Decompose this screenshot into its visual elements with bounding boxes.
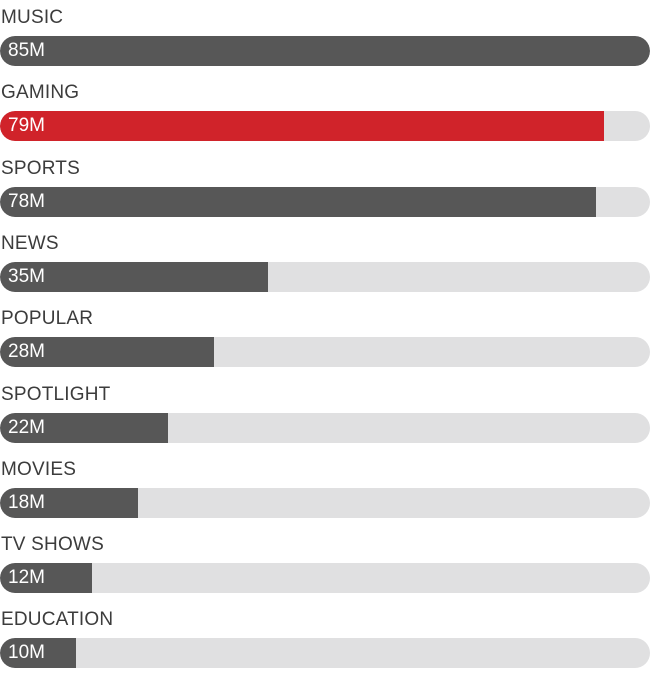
bar-row: TV SHOWS 12M: [0, 533, 651, 599]
value-label: 35M: [8, 265, 45, 287]
bar-row: SPORTS 78M: [0, 157, 651, 223]
bar-fill: 18M: [0, 487, 138, 518]
bar-track: 22M: [0, 412, 650, 443]
bar-track: 35M: [0, 261, 650, 292]
bar-row: MOVIES 18M: [0, 458, 651, 524]
bar-row: POPULAR 28M: [0, 307, 651, 373]
bar-track: 18M: [0, 487, 650, 518]
bar-fill: 85M: [0, 36, 650, 66]
category-label: NEWS: [1, 232, 59, 254]
bar-track: 78M: [0, 186, 650, 217]
bar-row: SPOTLIGHT 22M: [0, 383, 651, 449]
category-label: GAMING: [1, 82, 80, 104]
bar-fill: 12M: [0, 563, 92, 594]
bar-fill: 22M: [0, 412, 168, 443]
bar-row: EDUCATION 10M: [0, 608, 651, 674]
value-label: 10M: [8, 642, 45, 664]
category-label: SPORTS: [1, 157, 80, 179]
category-label: POPULAR: [1, 308, 94, 330]
bar-row: MUSIC 85M: [0, 6, 651, 72]
bar-fill: 78M: [0, 186, 596, 217]
value-label: 12M: [8, 567, 45, 589]
value-label: 78M: [8, 190, 45, 212]
value-label: 18M: [8, 491, 45, 513]
bar-track: 10M: [0, 638, 650, 669]
value-label: 85M: [8, 40, 45, 61]
category-label: MUSIC: [1, 7, 64, 28]
value-label: 22M: [8, 416, 45, 438]
value-label: 79M: [8, 115, 45, 137]
bar-row: GAMING 79M: [0, 81, 651, 147]
category-label: TV SHOWS: [1, 534, 104, 556]
bar-row: NEWS 35M: [0, 232, 651, 298]
bar-fill: 28M: [0, 337, 214, 368]
bar-track: 28M: [0, 337, 650, 368]
category-label: EDUCATION: [1, 609, 114, 631]
category-label: MOVIES: [1, 458, 77, 480]
bar-track: 12M: [0, 563, 650, 594]
value-label: 28M: [8, 341, 45, 363]
bar-fill: 10M: [0, 638, 76, 669]
bar-track: 79M: [0, 111, 650, 142]
bar-fill: 79M: [0, 111, 604, 142]
bar-track: 85M: [0, 36, 650, 66]
bar-fill: 35M: [0, 261, 268, 292]
category-label: SPOTLIGHT: [1, 383, 111, 405]
